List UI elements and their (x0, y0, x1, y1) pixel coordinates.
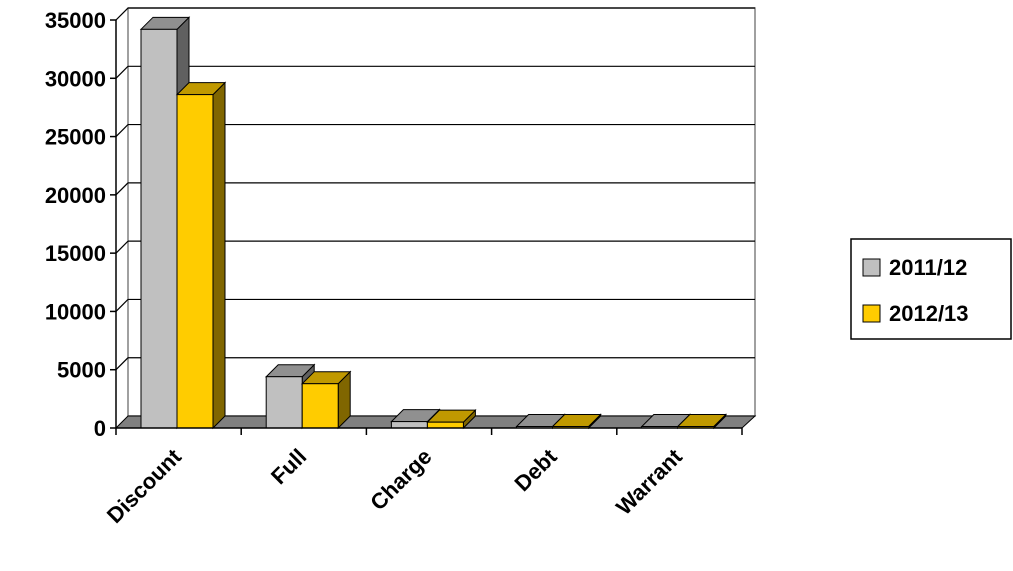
bar-front (301, 383, 339, 429)
x-category-label: Discount (102, 443, 187, 528)
y-tick-label: 0 (94, 416, 106, 441)
gridline-side (115, 299, 129, 312)
gridline-side (115, 240, 129, 254)
x-category-label: Charge (365, 444, 436, 515)
bar-side (212, 81, 226, 430)
gridline-side (115, 65, 129, 79)
bar-front (140, 28, 178, 429)
x-category-label: Full (266, 444, 311, 489)
x-category-label: Debt (509, 443, 562, 496)
legend-swatch (862, 304, 881, 323)
y-tick-label: 35000 (45, 8, 106, 33)
bars (139, 16, 728, 430)
y-tick-label: 25000 (45, 125, 106, 150)
bar-front (176, 94, 214, 429)
gridline-side (115, 7, 129, 21)
gridline-side (115, 357, 129, 371)
legend-entry-label: 2011/12 (889, 255, 967, 280)
gridline-side (115, 124, 129, 137)
y-tick-label: 5000 (57, 358, 106, 383)
y-tick-label: 20000 (45, 183, 106, 208)
bar-full-series-2 (300, 370, 352, 430)
y-axis: 0 5000 10000 15000 20000 25000 30000 35000 (45, 8, 117, 441)
x-axis: Discount Full Charge Debt Warrant (102, 427, 743, 528)
bar-front (265, 376, 303, 429)
legend-entry-label: 2012/13 (889, 301, 969, 326)
bar-front (390, 421, 428, 429)
gridline-side (115, 182, 129, 196)
y-tick-label: 15000 (45, 241, 106, 266)
bar-charge-series-2 (426, 408, 477, 430)
y-tick-label: 30000 (45, 66, 106, 91)
y-tick-label: 10000 (45, 299, 106, 324)
x-category-label: Warrant (611, 443, 687, 519)
bar-discount-series-2 (175, 81, 227, 430)
gridlines (115, 7, 755, 371)
bar-front (426, 421, 464, 429)
legend-swatch (862, 258, 881, 277)
legend: 2011/12 2012/13 (850, 238, 1012, 340)
